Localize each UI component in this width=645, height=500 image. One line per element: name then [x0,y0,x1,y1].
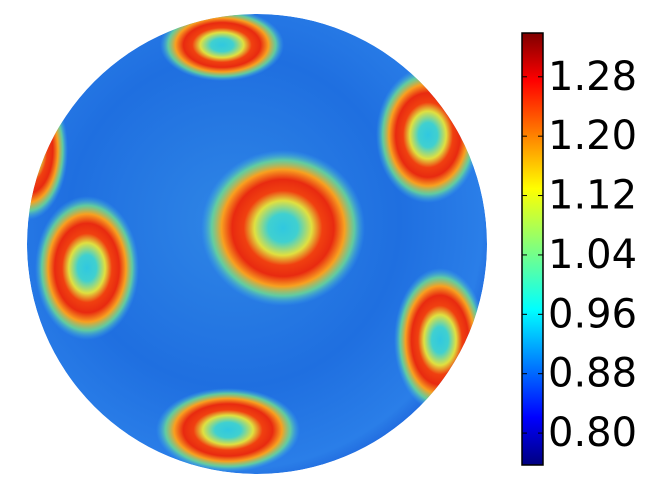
ring-pattern [394,268,486,412]
ring-pattern [35,196,139,340]
colorbar-tick-label: 0.96 [548,291,637,337]
colorbar-tick-label: 1.20 [548,113,637,159]
colorbar-tick-label: 1.12 [548,173,637,219]
colorbar-tick-label: 1.04 [548,232,637,278]
colorbar-tick-label: 0.88 [548,351,637,397]
ring-pattern [160,14,284,81]
colorbar [521,32,544,466]
colorbar-tick-label: 1.28 [548,54,637,100]
ring-pattern [156,388,300,472]
sphere [27,14,487,474]
colorbar-tick-label: 0.80 [548,410,637,456]
ring-pattern [201,150,365,306]
ring-pattern [376,67,480,203]
